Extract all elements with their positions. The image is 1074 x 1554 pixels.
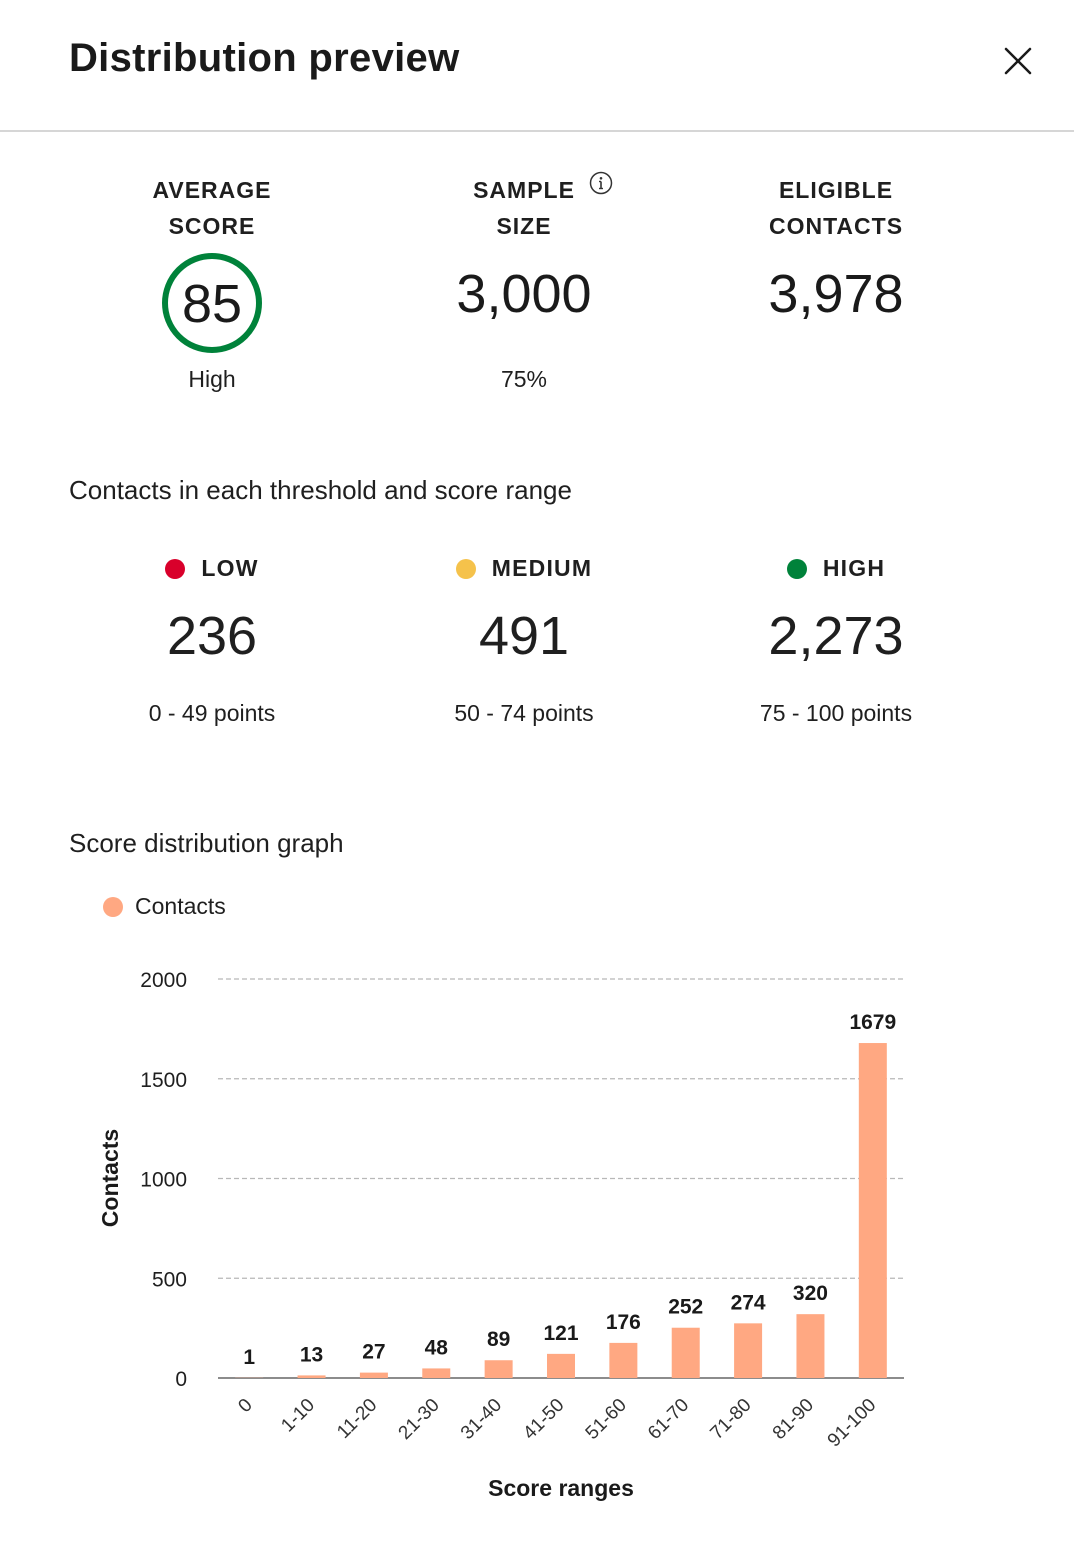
close-button[interactable] bbox=[996, 40, 1040, 84]
x-tick-label: 91-100 bbox=[824, 1395, 881, 1452]
average-score-stat: AVERAGE SCORE bbox=[56, 172, 368, 244]
threshold-medium-range: 50 - 74 points bbox=[454, 699, 594, 726]
x-tick-label: 61-70 bbox=[644, 1395, 693, 1444]
average-score-sub-wrap: High bbox=[56, 366, 368, 393]
y-tick-label: 1000 bbox=[140, 1169, 187, 1192]
info-icon[interactable] bbox=[589, 171, 613, 195]
close-icon bbox=[1004, 47, 1032, 75]
threshold-low-value: 236 bbox=[166, 605, 258, 666]
data-label: 252 bbox=[668, 1296, 703, 1319]
panel-header: Distribution preview bbox=[0, 0, 1074, 132]
sample-size-percent: 75% bbox=[500, 366, 548, 392]
chart-legend: Contacts bbox=[103, 893, 226, 920]
threshold-medium-value: 491 bbox=[478, 605, 570, 666]
bar bbox=[547, 1353, 575, 1378]
average-score-label-line2: SCORE bbox=[168, 213, 256, 239]
threshold-high: HIGH 2,273 75 - 100 points bbox=[680, 555, 992, 727]
y-tick-label: 1500 bbox=[140, 1069, 187, 1092]
bar bbox=[484, 1360, 513, 1378]
data-label: 176 bbox=[606, 1311, 641, 1334]
sample-size-sub-wrap: 75% bbox=[368, 366, 680, 393]
y-tick-label: 2000 bbox=[140, 969, 187, 992]
data-label: 320 bbox=[793, 1282, 828, 1305]
threshold-low-label: LOW bbox=[201, 555, 259, 581]
y-tick-label: 0 bbox=[175, 1368, 187, 1391]
x-tick-label: 81-90 bbox=[769, 1395, 818, 1444]
x-tick-label: 11-20 bbox=[333, 1395, 381, 1443]
page-title: Distribution preview bbox=[69, 36, 460, 80]
data-label: 1679 bbox=[849, 1011, 896, 1034]
data-label: 89 bbox=[487, 1328, 510, 1351]
x-tick-label: 31-40 bbox=[457, 1395, 506, 1444]
data-label: 13 bbox=[300, 1343, 323, 1366]
data-label: 121 bbox=[543, 1322, 578, 1345]
data-label: 48 bbox=[425, 1336, 449, 1359]
thresholds-title: Contacts in each threshold and score ran… bbox=[69, 475, 572, 505]
eligible-contacts-label-line1: ELIGIBLE bbox=[778, 177, 894, 203]
legend-swatch bbox=[103, 896, 123, 917]
y-axis-title: Contacts bbox=[97, 1129, 123, 1227]
x-tick-label: 51-60 bbox=[582, 1395, 631, 1444]
bar bbox=[609, 1342, 638, 1378]
sample-size-label-line1: SAMPLE bbox=[473, 177, 575, 203]
threshold-high-range: 75 - 100 points bbox=[759, 699, 913, 726]
x-tick-label: 41-50 bbox=[519, 1395, 568, 1444]
threshold-high-value: 2,273 bbox=[768, 605, 904, 666]
graph-title: Score distribution graph bbox=[69, 828, 344, 858]
high-status-dot bbox=[786, 558, 807, 579]
x-axis-title: Score ranges bbox=[488, 1475, 634, 1501]
x-tick-label: 71-80 bbox=[706, 1395, 755, 1444]
sample-size-label-line2: SIZE bbox=[496, 213, 552, 239]
x-tick-label: 21-30 bbox=[395, 1395, 444, 1444]
bar bbox=[671, 1327, 700, 1378]
eligible-contacts-value: 3,978 bbox=[768, 264, 904, 324]
legend-label: Contacts bbox=[135, 893, 226, 919]
bar bbox=[359, 1372, 388, 1378]
low-status-dot bbox=[165, 558, 186, 579]
bar bbox=[422, 1368, 451, 1378]
x-tick-label: 1-10 bbox=[277, 1395, 319, 1437]
bar bbox=[297, 1375, 326, 1378]
average-score-ring: 85 bbox=[162, 253, 262, 353]
average-score-value: 85 bbox=[182, 274, 242, 334]
medium-status-dot bbox=[455, 558, 476, 579]
bar bbox=[734, 1323, 763, 1378]
sample-size-stat: SAMPLE SIZE 3,000 bbox=[368, 172, 680, 324]
threshold-high-label: HIGH bbox=[822, 555, 886, 581]
threshold-low: LOW 236 0 - 49 points bbox=[56, 555, 368, 727]
threshold-low-range: 0 - 49 points bbox=[148, 699, 276, 726]
average-score-label-line1: AVERAGE bbox=[152, 177, 272, 203]
sample-size-value: 3,000 bbox=[456, 264, 592, 324]
average-score-level: High bbox=[188, 366, 236, 392]
eligible-contacts-label-line2: CONTACTS bbox=[768, 213, 904, 239]
score-distribution-chart: 0 500 1000 1500 2000 1 0 13 1-10 27 11-20 48 21-30 89… bbox=[97, 969, 904, 1501]
data-label: 1 bbox=[243, 1346, 255, 1369]
bar bbox=[796, 1314, 825, 1378]
data-label: 27 bbox=[362, 1341, 385, 1364]
eligible-contacts-stat: ELIGIBLE CONTACTS 3,978 bbox=[680, 172, 992, 324]
y-tick-label: 500 bbox=[152, 1268, 187, 1291]
data-label: 274 bbox=[731, 1291, 766, 1314]
bar bbox=[858, 1043, 887, 1378]
x-tick-label: 0 bbox=[234, 1395, 256, 1417]
threshold-medium-label: MEDIUM bbox=[491, 555, 593, 581]
threshold-medium: MEDIUM 491 50 - 74 points bbox=[368, 555, 680, 727]
